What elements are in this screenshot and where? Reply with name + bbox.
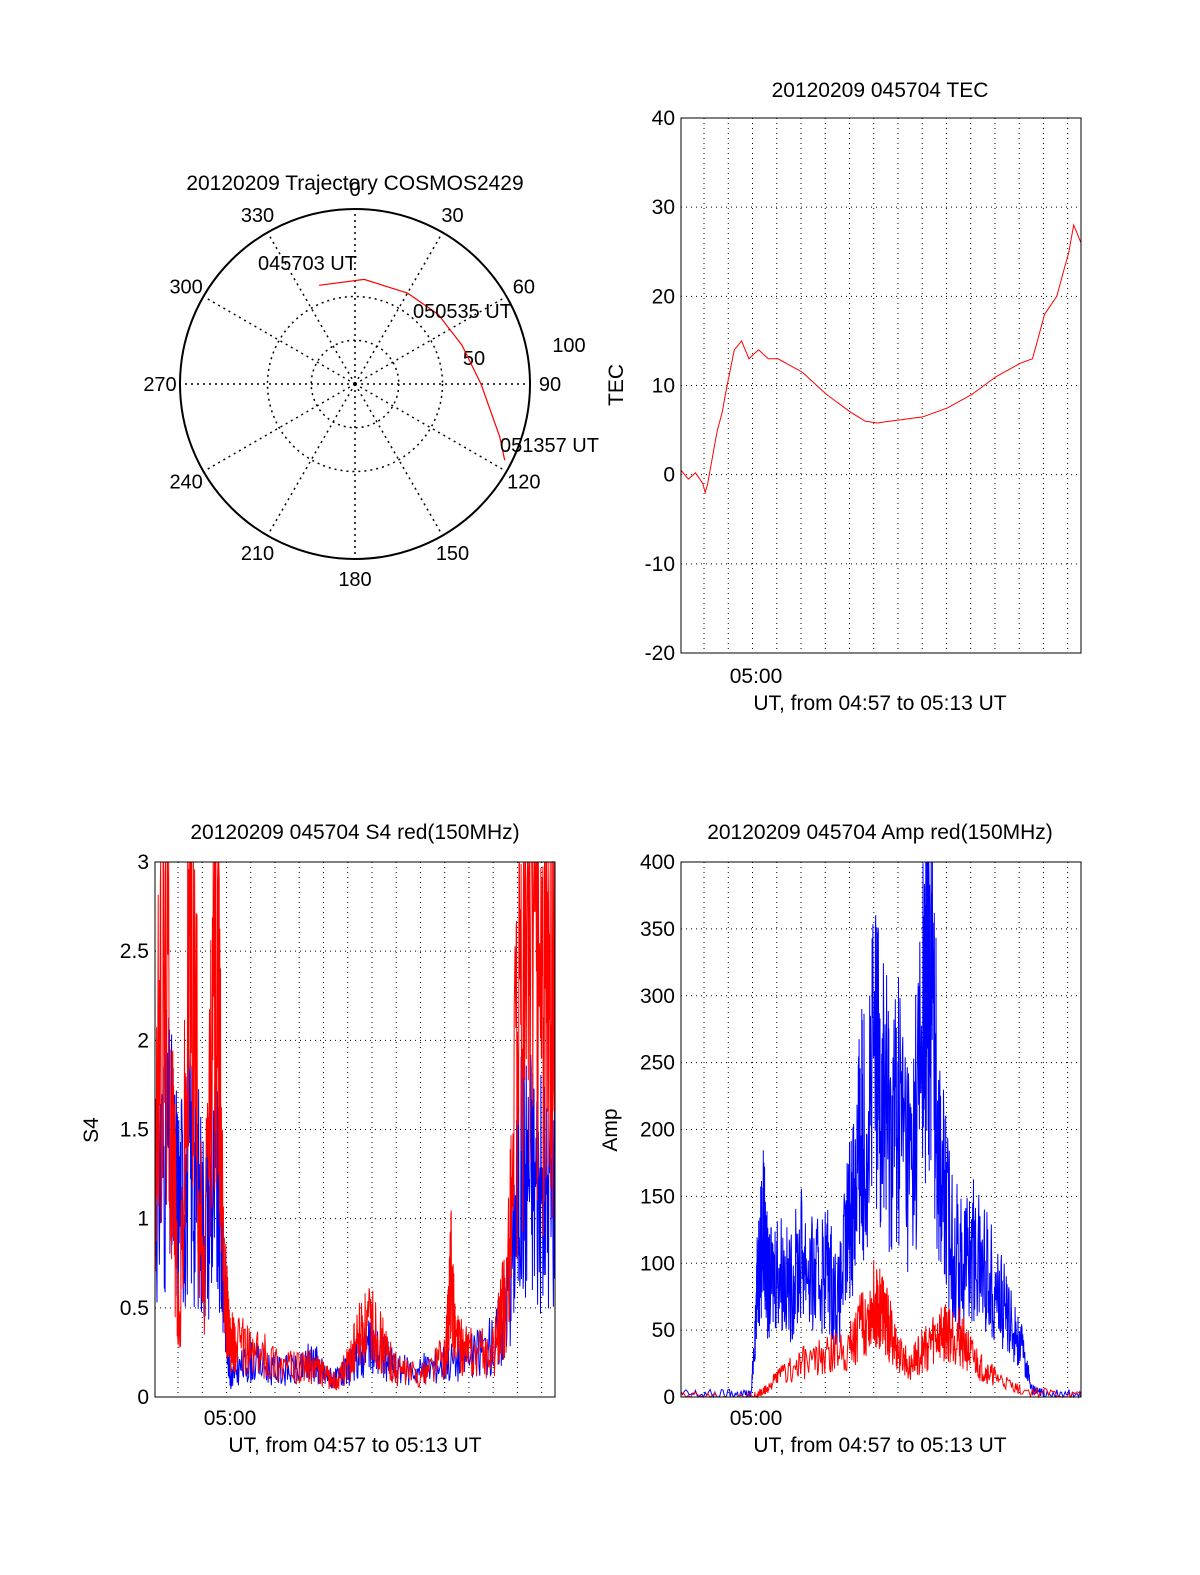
tec-series [680, 223, 1082, 495]
y-tick-label: 300 [640, 985, 675, 1008]
series-line [154, 860, 556, 1391]
polar-spoke [266, 232, 356, 385]
y-tick-label: 2 [137, 1029, 149, 1052]
y-tick-label: 200 [640, 1119, 675, 1142]
polar-spoke [203, 383, 356, 473]
amp-chart: 20120209 045704 Amp red(150MHz) 0 50 100 15… [599, 821, 1082, 1457]
y-tick-label: 30 [652, 196, 675, 219]
amp-series [680, 861, 1082, 1399]
tec-grid [681, 118, 1081, 653]
y-tick-label: 0 [137, 1386, 149, 1409]
polar-title: 20120209 Trajectory COSMOS2429 [186, 172, 523, 195]
polar-azimuth-labels: 0 30 60 90 120 150 180 210 240 270 300 330 50 100 [143, 179, 585, 591]
amp-xlabel: UT, from 04:57 to 05:13 UT [753, 1434, 1006, 1457]
y-tick-label: 100 [640, 1252, 675, 1275]
polar-spoke [203, 295, 356, 385]
polar-elevation-label: 50 [463, 348, 485, 370]
series-line [680, 1259, 1082, 1399]
y-tick-label: 10 [652, 375, 675, 398]
y-tick-label: -10 [645, 553, 675, 576]
series-line [680, 861, 1082, 1399]
amp-ylabel: Amp [599, 1108, 622, 1151]
polar-annotation-end: 051357 UT [500, 435, 599, 457]
y-tick-label: -20 [645, 642, 675, 665]
polar-spoke [354, 295, 507, 385]
polar-spoke [354, 383, 444, 536]
tec-ylabel: TEC [605, 364, 628, 406]
tec-x-tick-label: 05:00 [730, 665, 783, 688]
polar-annotation-mid: 050535 UT [413, 301, 512, 323]
s4-x-tick-label: 05:00 [204, 1407, 257, 1430]
s4-ylabel: S4 [80, 1117, 103, 1143]
y-tick-label: 0 [663, 1386, 675, 1409]
amp-x-tick-label: 05:00 [730, 1407, 783, 1430]
s4-title: 20120209 045704 S4 red(150MHz) [190, 821, 519, 844]
polar-azimuth-label: 210 [241, 543, 274, 565]
y-tick-label: 150 [640, 1185, 675, 1208]
y-tick-label: 2.5 [120, 940, 149, 963]
polar-azimuth-label: 300 [169, 277, 202, 299]
s4-y-tick-labels: 0 0.5 1 1.5 2 2.5 3 [120, 851, 149, 1409]
y-tick-label: 0.5 [120, 1297, 149, 1320]
y-tick-label: 20 [652, 285, 675, 308]
y-tick-label: 250 [640, 1052, 675, 1075]
polar-spoke [354, 383, 507, 473]
series-line [680, 223, 1082, 495]
polar-azimuth-label: 270 [143, 374, 176, 396]
polar-azimuth-label: 120 [507, 472, 540, 494]
y-tick-label: 40 [652, 107, 675, 130]
y-tick-label: 350 [640, 918, 675, 941]
tec-chart: 20120209 045704 TEC -20 -10 0 10 20 30 40 05:0… [605, 79, 1082, 715]
polar-azimuth-label: 60 [513, 277, 535, 299]
s4-series [154, 860, 556, 1391]
polar-azimuth-label: 330 [241, 205, 274, 227]
polar-azimuth-label: 30 [441, 205, 463, 227]
tec-plot-frame [680, 117, 1082, 654]
y-tick-label: 400 [640, 851, 675, 874]
polar-elevation-ring [266, 295, 444, 473]
amp-plot-frame [680, 861, 1082, 1398]
y-tick-label: 0 [663, 464, 675, 487]
polar-azimuth-label: 150 [436, 543, 469, 565]
tec-y-tick-labels: -20 -10 0 10 20 30 40 [645, 107, 675, 665]
amp-y-tick-labels: 0 50 100 150 200 250 300 350 400 [640, 851, 675, 1409]
y-tick-label: 1.5 [120, 1119, 149, 1142]
s4-plot-frame [154, 861, 556, 1398]
polar-azimuth-label: 90 [539, 374, 561, 396]
tec-xlabel: UT, from 04:57 to 05:13 UT [753, 692, 1006, 715]
s4-xlabel: UT, from 04:57 to 05:13 UT [228, 1434, 481, 1457]
polar-azimuth-label: 180 [338, 569, 371, 591]
polar-azimuth-label: 0 [349, 179, 360, 201]
polar-grid [179, 208, 531, 560]
tec-title: 20120209 045704 TEC [772, 79, 989, 102]
y-tick-label: 3 [137, 851, 149, 874]
polar-series-line [319, 278, 506, 461]
polar-spoke [266, 383, 356, 536]
polar-elevation-label: 100 [552, 335, 585, 357]
amp-title: 20120209 045704 Amp red(150MHz) [707, 821, 1053, 844]
y-tick-label: 1 [137, 1208, 149, 1231]
s4-chart: 20120209 045704 S4 red(150MHz) 0 0.5 1 1.5 2… [80, 821, 556, 1457]
y-tick-label: 50 [652, 1319, 675, 1342]
polar-trajectory-chart: 20120209 Trajectory COSMOS2429 0 30 60 90 12… [143, 172, 599, 591]
polar-azimuth-label: 240 [169, 472, 202, 494]
polar-spoke [354, 232, 444, 385]
polar-annotation-start: 045703 UT [258, 253, 357, 275]
polar-trajectory-line [319, 278, 506, 461]
